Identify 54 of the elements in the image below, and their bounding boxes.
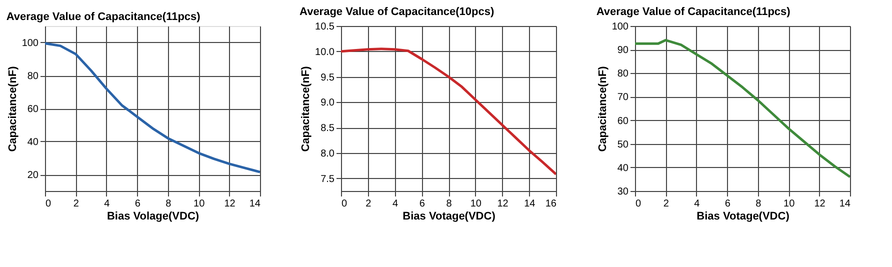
y-axis-title: Capacitance(nF) — [6, 66, 19, 152]
y-tick-label: 100 — [22, 38, 39, 49]
x-tick-label: 10 — [470, 198, 482, 210]
x-tick-label: 14 — [524, 198, 536, 210]
y-tick-label: 7.5 — [320, 174, 335, 185]
x-tick-label: 10 — [784, 198, 796, 210]
y-tick-label: 10.5 — [315, 22, 335, 32]
y-tick-label: 100 — [612, 22, 629, 32]
chart-title: Average Value of Capacitance(10pcs) — [300, 6, 494, 18]
x-tick-label: 4 — [392, 198, 398, 210]
y-tick-label: 80 — [617, 68, 629, 80]
x-tick-label: 6 — [724, 198, 731, 210]
x-tick-label: 0 — [342, 198, 348, 210]
y-tick-label: 40 — [27, 137, 39, 148]
x-tick-label: 12 — [814, 198, 826, 210]
y-tick-label: 8.5 — [320, 123, 335, 134]
x-tick-label: 14 — [249, 198, 261, 210]
y-tick-label: 8.0 — [320, 148, 335, 160]
x-tick-label: 8 — [166, 198, 172, 210]
y-tick-label: 20 — [27, 170, 39, 181]
y-tick-label: 50 — [617, 139, 629, 150]
y-tick-label: 9.0 — [320, 98, 335, 109]
x-tick-label: 0 — [636, 198, 642, 210]
y-tick-label: 80 — [27, 71, 39, 82]
y-tick-label: 30 — [617, 186, 629, 198]
y-tick-label: 40 — [617, 162, 629, 174]
y-axis-title: Capacitance(nF) — [300, 66, 312, 152]
x-tick-label: 6 — [419, 198, 426, 210]
x-tick-label: 10 — [194, 198, 206, 210]
x-axis-title: Bias Votage(VDC) — [402, 210, 496, 222]
y-tick-label: 9.5 — [320, 72, 335, 84]
chart-title: Average Value of Capacitance(11pcs) — [6, 11, 201, 23]
x-tick-label: 8 — [756, 198, 762, 210]
y-tick-label: 60 — [27, 104, 39, 115]
y-tick-label: 60 — [617, 116, 629, 127]
x-tick-label: 4 — [104, 198, 110, 210]
x-tick-label: 2 — [73, 198, 80, 210]
x-tick-label: 16 — [545, 198, 557, 210]
x-tick-label: 14 — [839, 198, 851, 210]
y-axis-title: Capacitance(nF) — [596, 66, 609, 152]
y-tick-label: 10.0 — [315, 46, 335, 58]
chart-title: Average Value of Capacitance(11pcs) — [596, 6, 791, 18]
y-tick-label: 90 — [617, 45, 629, 56]
x-tick-label: 4 — [694, 198, 700, 210]
x-tick-label: 6 — [134, 198, 141, 210]
x-tick-label: 8 — [446, 198, 452, 210]
x-axis-title: Bias Votage(VDC) — [696, 210, 790, 222]
x-tick-label: 0 — [46, 198, 52, 210]
x-tick-label: 12 — [497, 198, 509, 210]
y-tick-label: 70 — [617, 92, 629, 104]
x-tick-label: 12 — [224, 198, 236, 210]
x-axis-title: Bias Volage(VDC) — [106, 210, 200, 222]
x-tick-label: 2 — [366, 198, 372, 210]
x-tick-label: 2 — [663, 198, 670, 210]
